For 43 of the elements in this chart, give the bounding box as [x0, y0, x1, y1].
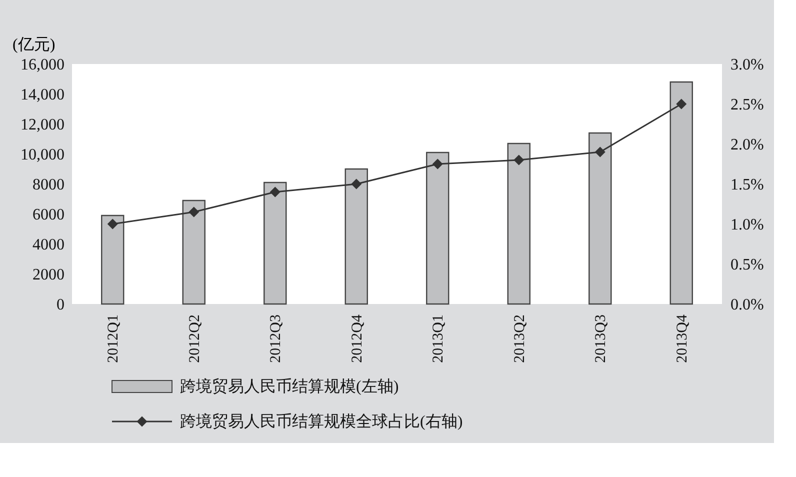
- bar: [101, 214, 124, 305]
- bar: [344, 168, 368, 305]
- y2-tick-label: 0.5%: [730, 256, 764, 274]
- y-tick-label: 4000: [32, 236, 64, 254]
- legend-label: 跨境贸易人民币结算规模(左轴): [180, 378, 399, 396]
- point: [270, 186, 280, 198]
- y2-tick-label: 1.0%: [730, 216, 764, 234]
- x-tick-label: 2013Q2: [512, 314, 528, 363]
- x-tick-label: 2013Q3: [593, 314, 610, 363]
- bar: [426, 152, 450, 305]
- y-tick-label: 0: [56, 296, 64, 314]
- y-tick-label: 12,000: [20, 116, 64, 134]
- point: [676, 98, 687, 110]
- y2-tick-label: 2.5%: [730, 96, 764, 114]
- y2-tick-label: 3.0%: [730, 56, 764, 74]
- bar: [182, 200, 206, 305]
- y-tick-label: 14,000: [20, 86, 64, 104]
- point: [432, 158, 443, 170]
- bar: [588, 132, 612, 305]
- x-tick-label: 2012Q2: [186, 314, 203, 363]
- y-tick-label: 16,000: [20, 56, 64, 74]
- bar: [507, 142, 530, 305]
- bar: [264, 182, 287, 305]
- y-axis-title: (亿元): [12, 36, 56, 54]
- y-tick-label: 10,000: [20, 146, 64, 164]
- y2-tick-label: 2.0%: [730, 136, 764, 154]
- y2-tick-label: 1.5%: [730, 176, 764, 194]
- point: [107, 218, 118, 230]
- y-tick-label: 2000: [32, 266, 64, 284]
- bar: [670, 81, 693, 305]
- x-tick-label: 2012Q3: [268, 314, 284, 363]
- y-tick-label: 8000: [32, 176, 64, 194]
- x-tick-label: 2012Q4: [349, 314, 366, 363]
- y2-tick-label: 0.0%: [730, 296, 764, 314]
- point: [514, 154, 524, 166]
- point: [594, 146, 606, 158]
- legend-label: 跨境贸易人民币结算规模全球占比(右轴): [180, 412, 463, 430]
- x-tick-label: 2013Q4: [674, 314, 690, 363]
- y-tick-label: 6000: [32, 206, 64, 224]
- x-tick-label: 2013Q1: [430, 314, 447, 363]
- point: [351, 178, 362, 190]
- x-tick-label: 2012Q1: [106, 314, 122, 363]
- point: [188, 206, 200, 218]
